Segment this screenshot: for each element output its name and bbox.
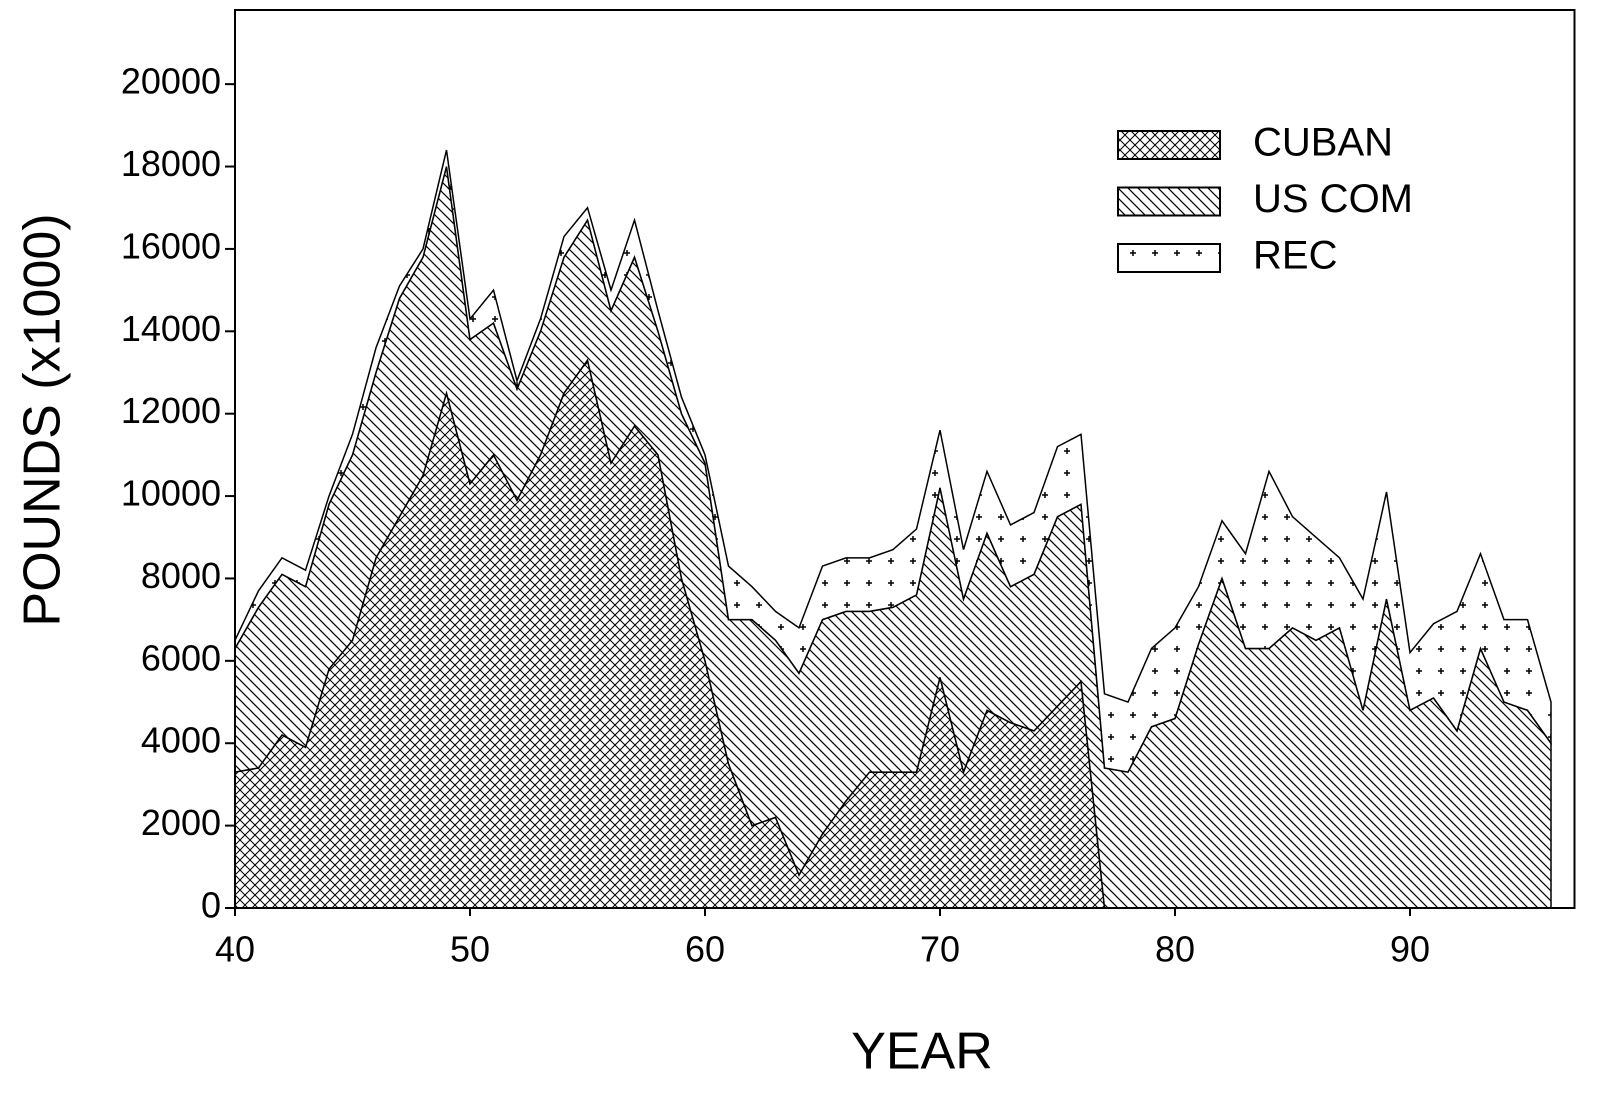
x-tick-label: 50 <box>450 929 490 970</box>
legend-swatch <box>1117 130 1221 160</box>
area <box>234 149 1552 773</box>
plot-frame <box>234 9 1576 909</box>
y-tick-label: 16000 <box>121 225 221 266</box>
legend-swatch <box>1117 243 1221 273</box>
y-tick-label: 12000 <box>121 390 221 431</box>
y-tick-label: 4000 <box>141 720 221 761</box>
x-axis-label: YEAR <box>851 1023 993 1081</box>
legend-label: REC <box>1253 234 1337 278</box>
legend-swatch <box>1117 186 1221 217</box>
x-tick-label: 80 <box>1155 929 1195 970</box>
x-tick-label: 90 <box>1390 929 1430 970</box>
x-tick-label: 60 <box>685 929 725 970</box>
y-tick-label: 6000 <box>141 637 221 678</box>
y-tick-label: 18000 <box>121 143 221 184</box>
y-tick-label: 20000 <box>121 61 221 102</box>
y-axis-label: POUNDS (x1000) <box>14 213 72 626</box>
y-tick-label: 10000 <box>121 473 221 514</box>
y-tick-label: 8000 <box>141 555 221 596</box>
y-tick-label: 14000 <box>121 308 221 349</box>
legend-label: US COM <box>1253 177 1413 221</box>
x-tick-label: 40 <box>215 929 255 970</box>
legend-label: CUBAN <box>1253 121 1393 165</box>
y-tick-label: 2000 <box>141 802 221 843</box>
x-tick-label: 70 <box>920 929 960 970</box>
y-tick-label: 0 <box>201 885 221 926</box>
